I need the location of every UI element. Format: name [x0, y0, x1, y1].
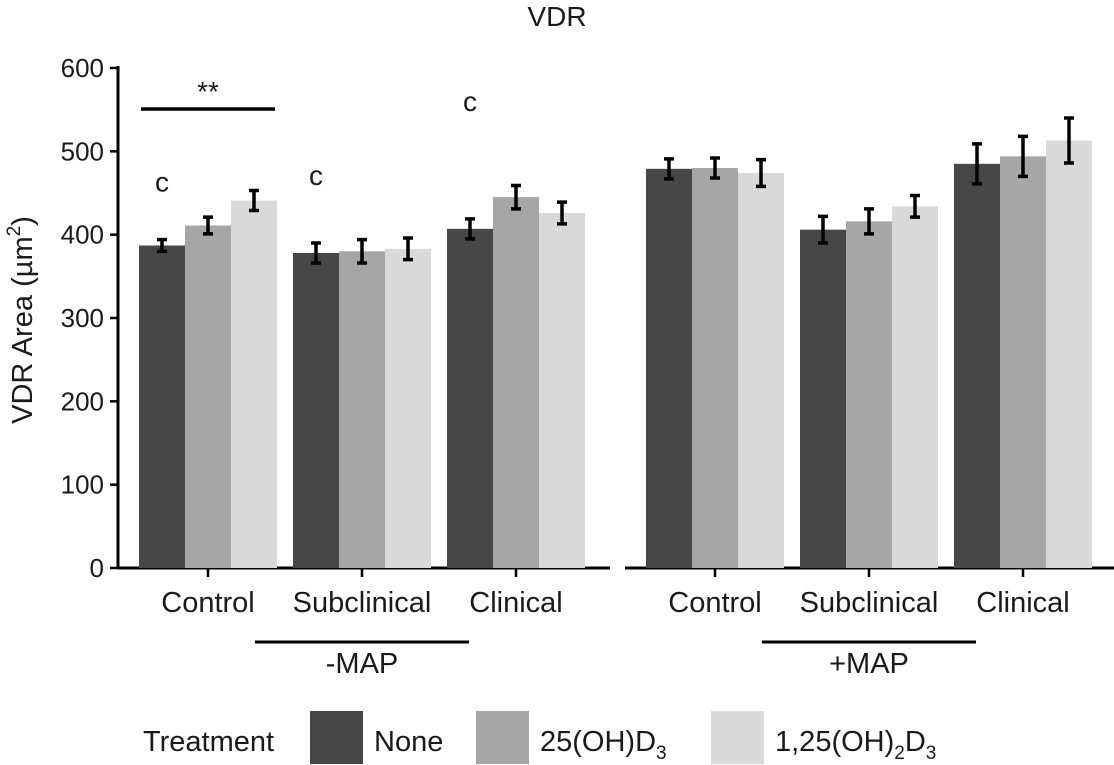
legend: None 25(OH)D3 1,25(OH)2D3 [310, 711, 936, 764]
legend-swatch [476, 711, 529, 764]
legend-label-text: D [905, 726, 926, 758]
y-tick-label: 300 [61, 303, 104, 333]
legend-label: None [374, 726, 443, 758]
error-bar [511, 183, 521, 211]
significance-letter: c [155, 167, 169, 198]
error-bar [1064, 116, 1074, 165]
category-label: Clinical [469, 587, 562, 619]
error-bar [818, 214, 828, 245]
error-bar [357, 237, 367, 265]
error-bar [249, 188, 259, 213]
group-label: -MAP [326, 648, 399, 680]
legend-label-text: 25(OH)D [540, 726, 656, 758]
legend-title: Treatment [143, 726, 274, 758]
bar [539, 213, 585, 568]
error-bar [756, 157, 766, 189]
plot-area: 0 100 200 300 400 500 600 Control c Subclinical c C… [61, 53, 1114, 680]
category-label: Subclinical [293, 587, 432, 619]
bar [185, 225, 231, 568]
error-bar [864, 207, 874, 236]
bar [892, 206, 938, 569]
bar [846, 221, 892, 569]
bar [293, 253, 339, 568]
y-axis-label-superscript: 2 [4, 226, 25, 237]
error-bar [557, 200, 567, 226]
bar [385, 248, 431, 569]
bar [646, 168, 692, 569]
bar [800, 229, 846, 568]
bar [1046, 140, 1092, 568]
legend-label-text: 1,25(OH) [775, 726, 894, 758]
category-label: Control [161, 587, 255, 619]
error-bar [203, 215, 213, 236]
legend-label-subscript: 3 [926, 743, 937, 764]
significance-stars: ** [197, 76, 219, 107]
category-label: Subclinical [800, 587, 939, 619]
chart-title: VDR [527, 1, 586, 32]
bar [493, 197, 539, 568]
bar [954, 163, 1000, 569]
y-axis-label-close: ) [7, 216, 39, 226]
y-tick-label: 400 [61, 220, 104, 250]
error-bar [311, 241, 321, 265]
y-tick-label: 200 [61, 386, 104, 416]
y-tick-label: 0 [90, 553, 104, 583]
bar [447, 228, 493, 569]
legend-label-subscript: 3 [656, 743, 667, 764]
y-tick-label: 500 [61, 136, 104, 166]
error-bar [403, 236, 413, 262]
group-label: +MAP [829, 648, 909, 680]
significance-letter: c [463, 86, 477, 117]
y-axis-label-text: VDR Area (µm [7, 236, 39, 424]
bar [1000, 156, 1046, 569]
y-axis-label: VDR Area (µm2) [4, 216, 39, 424]
error-bar [157, 237, 167, 254]
bar [692, 168, 738, 568]
significance-letter: c [309, 160, 323, 191]
y-tick-label: 100 [61, 470, 104, 500]
category-label: Clinical [976, 587, 1069, 619]
bar [231, 200, 277, 568]
error-bar [1018, 134, 1028, 179]
category-label: Control [668, 587, 762, 619]
legend-label: 25(OH)D3 [540, 726, 667, 764]
error-bar [972, 142, 982, 186]
error-bar [910, 193, 920, 219]
error-bar [465, 217, 475, 241]
legend-label-subscript: 2 [894, 743, 905, 764]
legend-label-text: None [374, 726, 443, 758]
error-bar [710, 156, 720, 180]
legend-label: 1,25(OH)2D3 [775, 726, 936, 764]
bar [738, 173, 784, 568]
y-tick-label: 600 [61, 53, 104, 83]
legend-swatch [711, 711, 764, 764]
bar [339, 251, 385, 569]
legend-swatch [310, 711, 363, 764]
bar [139, 245, 185, 568]
error-bar [664, 157, 674, 181]
